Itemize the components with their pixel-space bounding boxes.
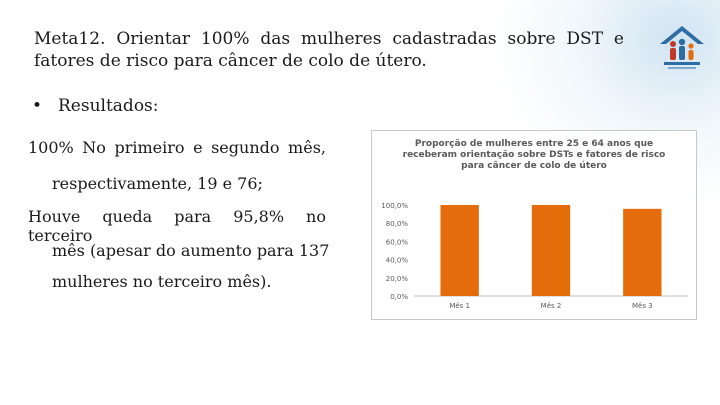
x-tick-label: Mês 2 [541,302,562,310]
paragraph-1-line-2: respectivamente, 19 e 76; [52,174,263,193]
y-tick-label: 20,0% [386,275,409,283]
bar [531,205,571,296]
y-tick-label: 60,0% [386,238,409,246]
chart-title: Proporção de mulheres entre 25 e 64 anos… [402,139,666,171]
bullet-dot: • [32,96,43,116]
family-logo-icon [660,26,704,69]
paragraph-2-line-1: Houve queda para 95,8% no terceiro [28,207,326,245]
paragraph-2-line-2: mês (apesar do aumento para 137 [52,241,330,260]
bullet-text: Resultados: [58,96,159,116]
paragraph-2-line-3: mulheres no terceiro mês). [52,272,272,291]
y-tick-label: 80,0% [386,220,409,228]
y-tick-label: 0,0% [390,293,408,301]
chart-plot: 0,0% 20,0% 40,0% 60,0% 80,0% 100,0% Mês 1 Mês 2… [381,202,688,310]
x-tick-label: Mês 1 [449,302,470,310]
bullet-results: • Resultados: [32,96,159,116]
paragraph-1-line-1: 100% No primeiro e segundo mês, [28,138,326,157]
y-tick-label: 100,0% [381,202,408,210]
bar-chart: Proporção de mulheres entre 25 e 64 anos… [371,130,697,320]
x-tick-label: Mês 3 [632,302,653,310]
slide-title: Meta12. Orientar 100% das mulheres cadas… [34,29,624,71]
bar [440,205,479,296]
bar [623,208,662,296]
y-tick-label: 40,0% [386,257,409,265]
